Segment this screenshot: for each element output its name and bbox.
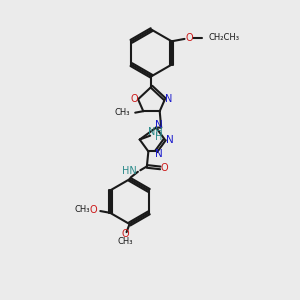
Text: N: N: [155, 120, 163, 130]
Text: HN: HN: [122, 167, 137, 176]
Text: CH₃: CH₃: [117, 238, 133, 247]
Text: O: O: [161, 163, 168, 173]
Text: CH₃: CH₃: [115, 108, 130, 117]
Text: CH₂CH₃: CH₂CH₃: [209, 33, 240, 42]
Text: O: O: [130, 94, 138, 103]
Text: CH₃: CH₃: [75, 206, 90, 214]
Text: NH: NH: [148, 128, 162, 137]
Text: H: H: [155, 132, 163, 142]
Text: N: N: [166, 134, 174, 145]
Text: N: N: [155, 149, 163, 159]
Text: O: O: [121, 229, 129, 239]
Text: N: N: [165, 94, 173, 103]
Text: O: O: [90, 205, 97, 215]
Text: O: O: [185, 33, 193, 43]
